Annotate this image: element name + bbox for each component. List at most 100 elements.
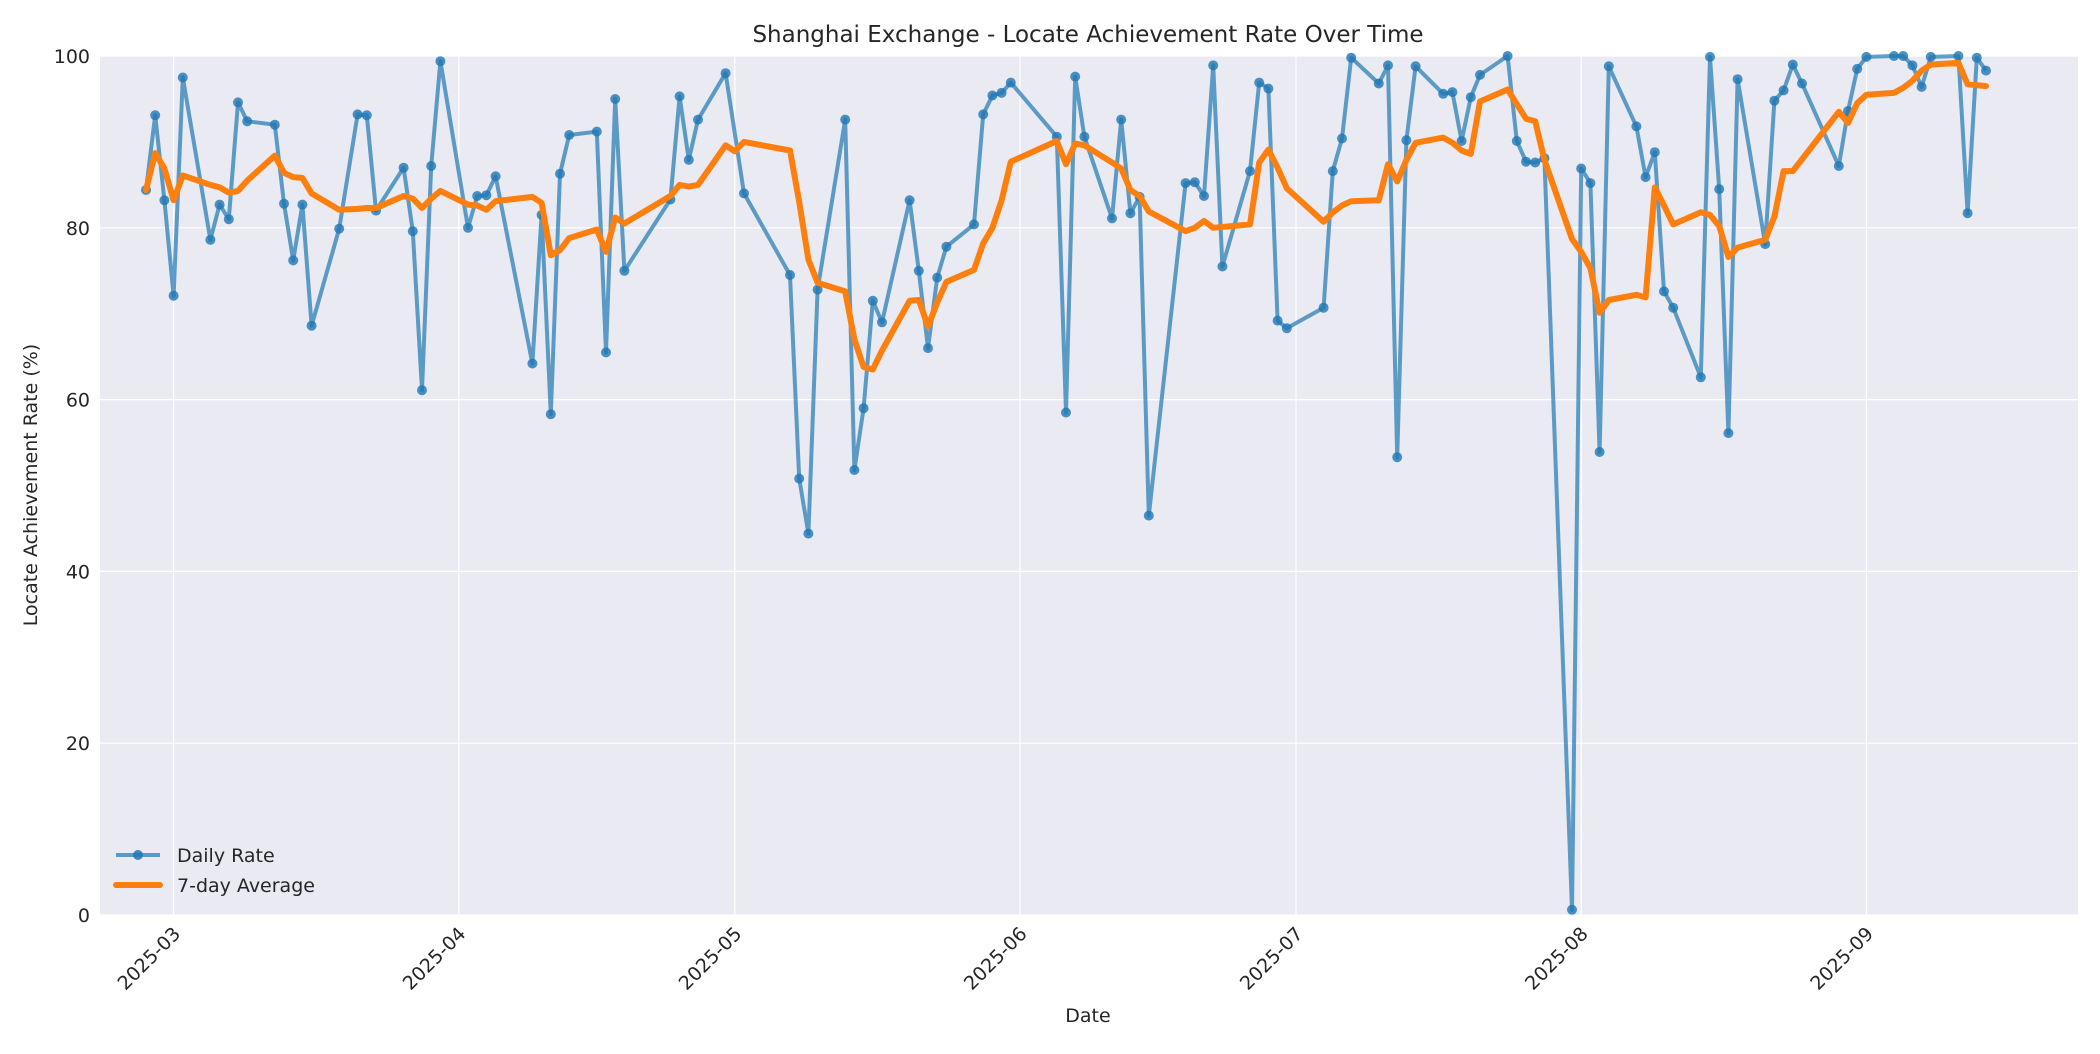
daily-rate-marker (279, 198, 289, 209)
daily-rate-marker (923, 343, 933, 354)
daily-rate-marker (1649, 147, 1660, 158)
daily-rate-marker (1107, 213, 1117, 224)
daily-rate-marker (1889, 51, 1899, 61)
daily-rate-marker (463, 222, 473, 233)
daily-rate-series (141, 51, 1991, 915)
daily-rate-marker (1778, 85, 1789, 96)
daily-rate-marker (1272, 315, 1283, 326)
daily-rate-marker (1456, 136, 1467, 146)
daily-rate-marker (545, 409, 556, 420)
daily-rate-marker (223, 214, 234, 225)
daily-rate-marker (1585, 178, 1596, 189)
daily-rate-marker (904, 195, 915, 206)
series-layer (141, 51, 1991, 915)
y-tick-label: 100 (54, 46, 90, 68)
daily-rate-marker (1833, 161, 1844, 171)
daily-rate-marker (619, 265, 630, 276)
y-tick-label: 0 (78, 905, 90, 927)
daily-rate-marker (683, 154, 694, 165)
daily-rate-marker (1217, 261, 1228, 272)
daily-rate-marker (591, 126, 602, 137)
y-tick-label: 60 (66, 390, 90, 412)
daily-rate-marker (481, 190, 492, 201)
daily-rate-marker (1327, 166, 1338, 177)
daily-rate-marker (1732, 74, 1743, 85)
y-tick-label: 80 (66, 218, 90, 240)
x-tick-label: 2025-06 (960, 923, 1032, 995)
daily-rate-marker (352, 109, 363, 120)
daily-rate-marker (1511, 136, 1522, 146)
daily-rate-marker (1263, 83, 1274, 94)
daily-rate-marker (1475, 69, 1485, 80)
daily-rate-marker (269, 119, 280, 130)
daily-rate-marker (150, 110, 161, 121)
y-axis-label: Locate Achievement Rate (%) (20, 344, 42, 626)
daily-rate-marker (693, 114, 703, 125)
daily-rate-marker (426, 161, 437, 171)
legend-item-7-day-average: 7-day Average (113, 875, 315, 897)
x-tick-label: 2025-08 (1521, 923, 1593, 995)
daily-rate-marker (527, 358, 538, 369)
daily-rate-marker (1567, 904, 1577, 915)
daily-rate-marker (1576, 163, 1587, 174)
daily-rate-marker (1392, 452, 1403, 463)
daily-rate-marker (1447, 87, 1458, 98)
daily-rate-marker (1245, 166, 1255, 177)
x-axis-label: Date (1065, 1005, 1110, 1027)
daily-rate-marker (1373, 78, 1384, 89)
daily-rate-marker (1143, 510, 1154, 521)
daily-rate-marker (205, 234, 216, 245)
daily-rate-marker (794, 473, 805, 484)
daily-rate-marker (1254, 77, 1265, 88)
daily-rate-marker (969, 219, 979, 230)
daily-rate-marker (564, 130, 575, 140)
daily-rate-marker-icon (133, 850, 143, 860)
daily-rate-marker (233, 97, 243, 108)
daily-rate-marker (1383, 60, 1393, 71)
x-tick-label: 2025-04 (399, 923, 471, 995)
daily-rate-marker (674, 91, 685, 102)
daily-rate-marker (1962, 208, 1973, 219)
daily-rate-marker (1208, 60, 1219, 71)
daily-rate-marker (720, 68, 731, 79)
daily-rate-marker (1861, 51, 1872, 62)
daily-rate-marker (1318, 302, 1329, 313)
daily-rate-marker (739, 188, 749, 199)
daily-rate-marker (1640, 172, 1651, 183)
daily-rate-marker (803, 528, 814, 539)
daily-rate-marker (812, 284, 823, 295)
daily-rate-marker (168, 290, 179, 301)
daily-rate-marker (306, 320, 317, 331)
daily-rate-marker (1695, 372, 1706, 383)
x-tick-label: 2025-09 (1806, 923, 1878, 995)
daily-rate-marker (417, 385, 427, 396)
daily-rate-marker (840, 114, 851, 125)
daily-rate-marker (297, 199, 308, 210)
average-line (143, 59, 1989, 373)
daily-rate-marker (1465, 92, 1476, 103)
daily-rate-marker (1061, 407, 1071, 418)
daily-rate-marker (1521, 156, 1531, 167)
x-axis-ticks: 2025-03 2025-04 2025-05 2025-06 2025-07 2025-… (113, 923, 1877, 995)
daily-rate-marker (987, 90, 998, 101)
daily-rate-marker (932, 272, 943, 283)
daily-rate-marker (1401, 135, 1412, 146)
legend-label: Daily Rate (177, 845, 275, 867)
daily-rate-marker (785, 270, 795, 280)
daily-rate-marker (1438, 88, 1449, 99)
daily-rate-marker (996, 87, 1007, 98)
legend: Daily Rate 7-day Average (113, 845, 315, 897)
daily-rate-marker (877, 317, 887, 328)
daily-rate-marker (1769, 95, 1780, 106)
daily-rate-marker (1631, 121, 1642, 132)
daily-rate-marker (288, 255, 299, 266)
daily-rate-marker (1346, 52, 1357, 63)
daily-rate-marker (1079, 131, 1090, 142)
daily-rate-marker (1668, 302, 1679, 313)
daily-rate-marker (1337, 133, 1347, 144)
daily-rate-marker (867, 295, 878, 306)
daily-rate-marker (490, 171, 501, 182)
daily-rate-marker (1705, 51, 1715, 62)
